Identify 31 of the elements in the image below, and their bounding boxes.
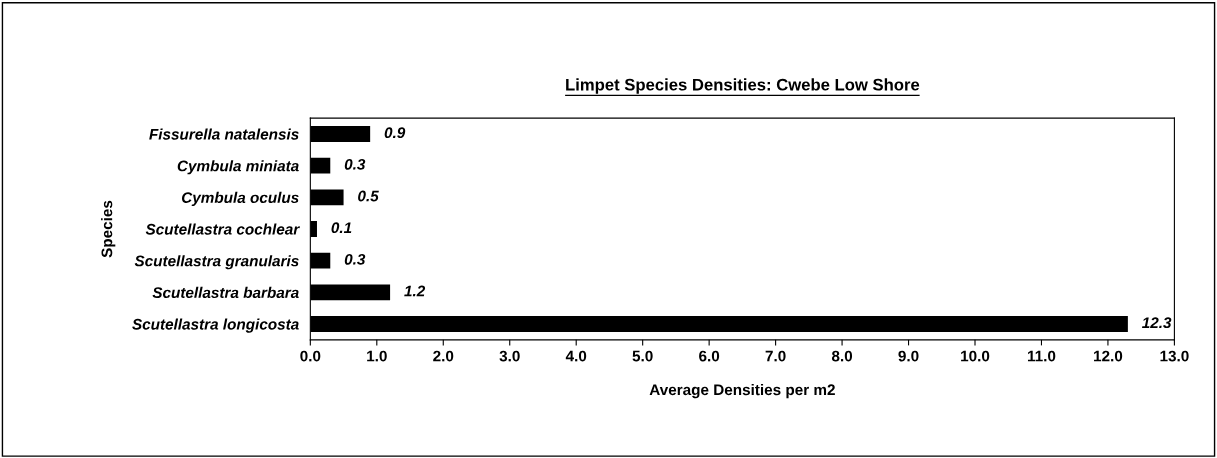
x-tick-label: 6.0 [699,350,720,362]
x-tick-label: 2.0 [433,350,454,362]
x-tick-label: 1.0 [367,350,387,362]
data-label: 0.9 [384,127,406,139]
x-tick-label: 4.0 [565,350,587,362]
x-tick-label: 8.0 [831,350,853,362]
x-tick-label: 13.0 [1160,350,1189,362]
x-tick-label: 7.0 [765,350,786,362]
x-tick-label: 5.0 [632,350,653,362]
y-tick-label: Scutellastra granularis [134,255,299,270]
data-label: 0.3 [344,158,366,170]
data-label: 0.1 [331,222,352,234]
data-label: 1.2 [404,285,426,297]
x-axis-title: Average Densities per m2 [649,383,835,399]
chart-title: Limpet Species Densities: Cwebe Low Shore [566,78,920,94]
data-label: 0.5 [358,190,379,202]
data-label: 12.3 [1142,317,1172,329]
y-tick-label: Cymbula oculus [181,191,299,207]
x-tick-label: 0.0 [300,350,321,362]
y-tick-label: Cymbula miniata [177,160,299,175]
x-tick-label: 3.0 [499,350,520,362]
y-tick-label: Scutellastra barbara [152,286,299,299]
x-tick-label: 9.0 [898,350,919,362]
x-tick-label: 12.0 [1094,350,1123,362]
x-tick-label: 11.0 [1027,350,1056,362]
y-axis-title: Species [101,200,116,258]
y-tick-label: Scutellastra cochlear [145,223,300,235]
y-tick-label: Fissurella natalensis [149,128,299,140]
x-tick-label: 10.0 [961,350,990,362]
data-label: 0.3 [344,253,366,265]
y-tick-label: Scutellastra longicosta [132,318,299,333]
